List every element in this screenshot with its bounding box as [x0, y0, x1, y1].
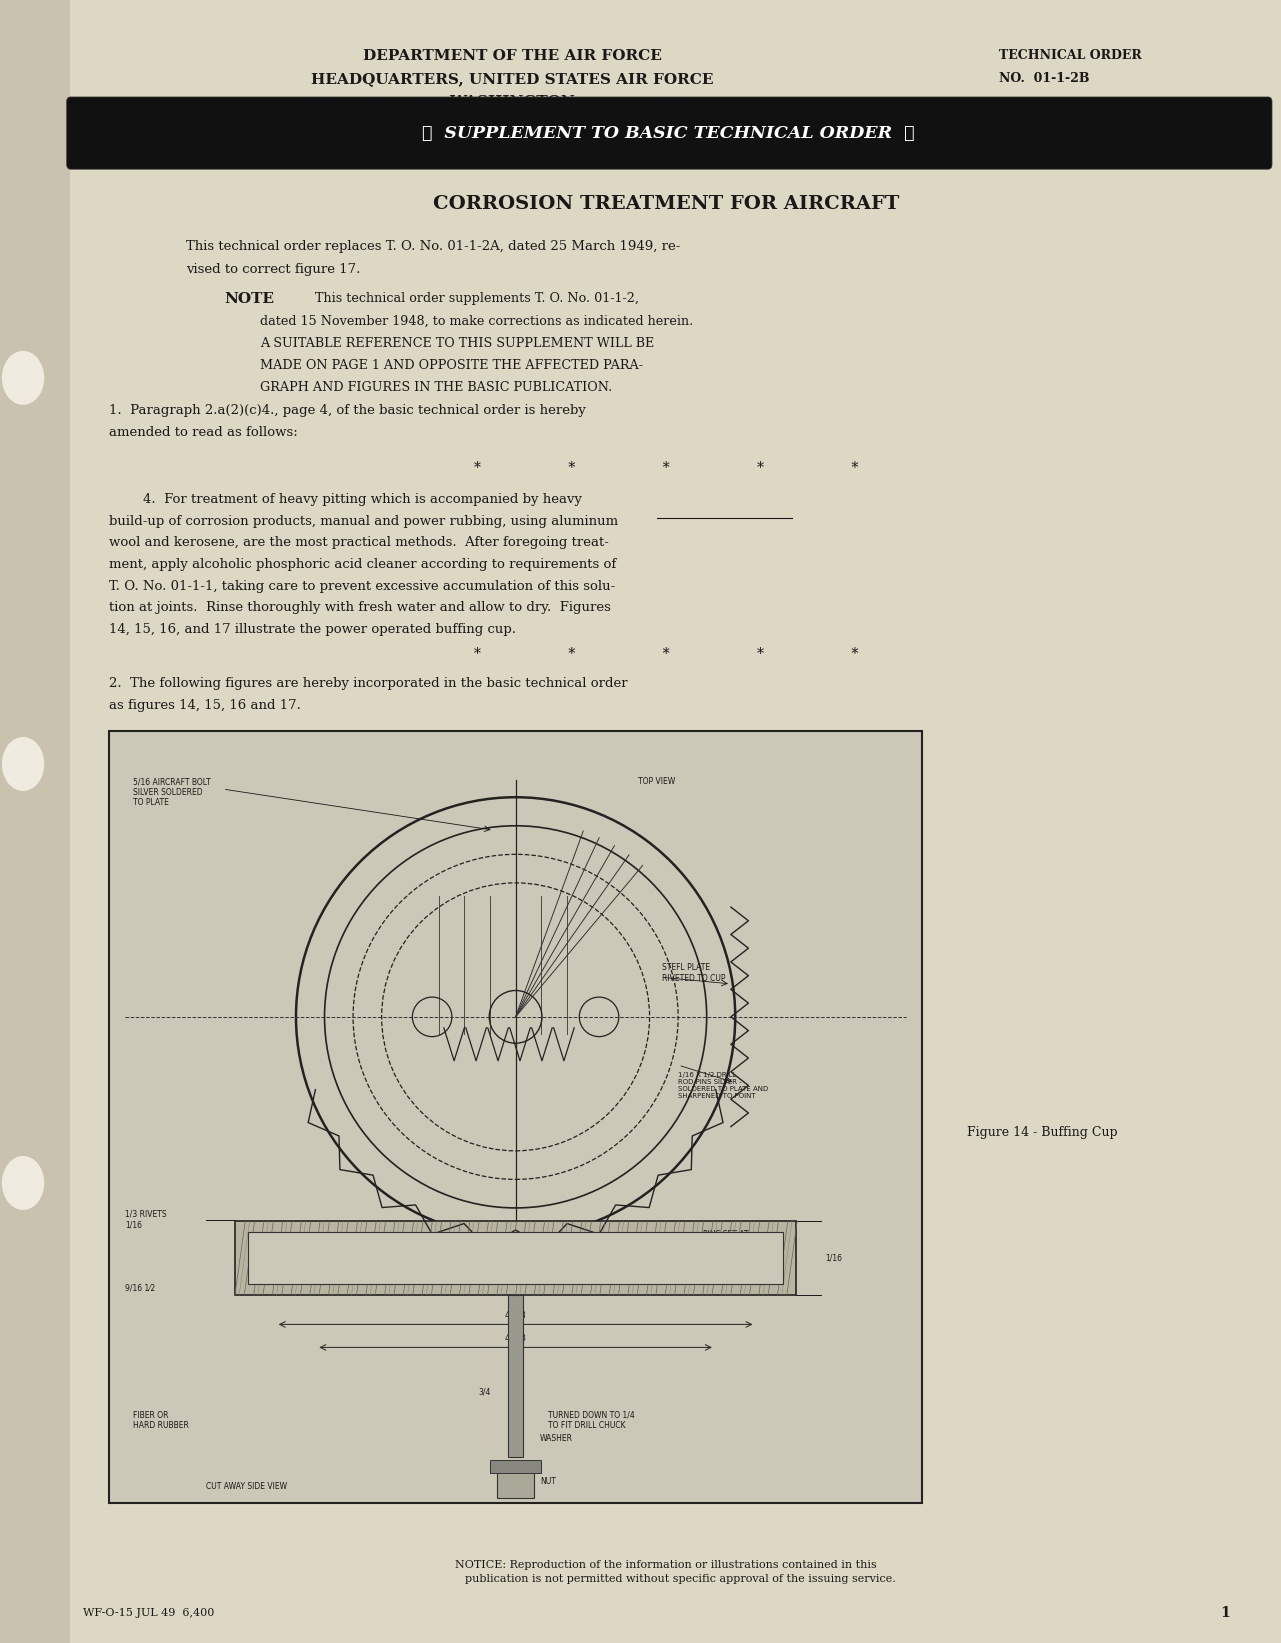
- Text: STEFL PLATE
RIVETED TO CUP: STEFL PLATE RIVETED TO CUP: [662, 963, 725, 983]
- Text: WASHINGTON: WASHINGTON: [450, 95, 575, 108]
- Bar: [247, 1232, 784, 1283]
- Text: TOP VIEW: TOP VIEW: [638, 777, 675, 787]
- Circle shape: [3, 738, 44, 790]
- Bar: [234, 1221, 797, 1295]
- Text: 14, 15, 16, and 17 illustrate the power operated buffing cup.: 14, 15, 16, and 17 illustrate the power …: [109, 623, 516, 636]
- Text: 2.  The following figures are hereby incorporated in the basic technical order: 2. The following figures are hereby inco…: [109, 677, 628, 690]
- Text: DEPARTMENT OF THE AIR FORCE: DEPARTMENT OF THE AIR FORCE: [363, 49, 662, 62]
- Text: 4.  For treatment of heavy pitting which is accompanied by heavy: 4. For treatment of heavy pitting which …: [109, 493, 582, 506]
- Text: 1/3 RIVETS: 1/3 RIVETS: [126, 1209, 167, 1217]
- FancyBboxPatch shape: [67, 97, 1272, 169]
- Circle shape: [3, 352, 44, 404]
- Text: CUT AWAY SIDE VIEW: CUT AWAY SIDE VIEW: [206, 1482, 288, 1490]
- Text: 5/16 AIRCRAFT BOLT
SILVER SOLDERED
TO PLATE: 5/16 AIRCRAFT BOLT SILVER SOLDERED TO PL…: [133, 777, 211, 807]
- Text: TURNED DOWN TO 1/4
TO FIT DRILL CHUCK: TURNED DOWN TO 1/4 TO FIT DRILL CHUCK: [548, 1411, 635, 1429]
- Text: 3/4: 3/4: [479, 1388, 491, 1397]
- Text: GRAPH AND FIGURES IN THE BASIC PUBLICATION.: GRAPH AND FIGURES IN THE BASIC PUBLICATI…: [260, 381, 612, 394]
- Bar: [497, 1466, 534, 1498]
- Text: WASHER: WASHER: [541, 1434, 573, 1444]
- Text: *                    *                    *                    *                : * * * *: [474, 647, 858, 660]
- Text: 1/16: 1/16: [126, 1221, 142, 1231]
- Text: *                    *                    *                    *                : * * * *: [474, 462, 858, 475]
- Text: NOTE: NOTE: [224, 292, 274, 307]
- Text: dated 15 November 1948, to make corrections as indicated herein.: dated 15 November 1948, to make correcti…: [260, 315, 693, 327]
- Text: This technical order supplements T. O. No. 01-1-2,: This technical order supplements T. O. N…: [311, 292, 639, 306]
- Text: 1.  Paragraph 2.a(2)(c)4., page 4, of the basic technical order is hereby: 1. Paragraph 2.a(2)(c)4., page 4, of the…: [109, 404, 585, 417]
- Text: HEADQUARTERS, UNITED STATES AIR FORCE: HEADQUARTERS, UNITED STATES AIR FORCE: [311, 72, 714, 85]
- Text: FIBER OR
HARD RUBBER: FIBER OR HARD RUBBER: [133, 1411, 190, 1429]
- Bar: [0, 0, 70, 1643]
- Text: T. O. No. 01-1-1, taking care to prevent excessive accumulation of this solu-: T. O. No. 01-1-1, taking care to prevent…: [109, 580, 615, 593]
- Circle shape: [3, 1157, 44, 1209]
- Bar: [109, 731, 922, 1503]
- Text: 9/16 1⁄2: 9/16 1⁄2: [126, 1283, 155, 1291]
- Text: 1/16 X 1/2 DRILL
ROD PINS SILVER -
SOLDERED TO PLATE AND
SHARPENED TO POINT: 1/16 X 1/2 DRILL ROD PINS SILVER - SOLDE…: [679, 1071, 769, 1099]
- Text: NUT: NUT: [541, 1477, 556, 1487]
- Text: wool and kerosene, are the most practical methods.  After foregoing treat-: wool and kerosene, are the most practica…: [109, 536, 608, 549]
- Text: vised to correct figure 17.: vised to correct figure 17.: [186, 263, 360, 276]
- Text: 1: 1: [1220, 1607, 1230, 1620]
- Text: amended to read as follows:: amended to read as follows:: [109, 426, 297, 439]
- Text: ★  SUPPLEMENT TO BASIC TECHNICAL ORDER  ★: ★ SUPPLEMENT TO BASIC TECHNICAL ORDER ★: [423, 125, 915, 141]
- Text: TECHNICAL ORDER: TECHNICAL ORDER: [999, 49, 1141, 62]
- Text: PINS SET AT
80° L: PINS SET AT 80° L: [703, 1229, 748, 1249]
- Text: as figures 14, 15, 16 and 17.: as figures 14, 15, 16 and 17.: [109, 700, 301, 711]
- Text: 20 July 1949: 20 July 1949: [999, 117, 1079, 130]
- Text: 4-5/8: 4-5/8: [505, 1311, 526, 1319]
- Text: ment, apply alcoholic phosphoric acid cleaner according to requirements of: ment, apply alcoholic phosphoric acid cl…: [109, 559, 616, 572]
- Text: CORROSION TREATMENT FOR AIRCRAFT: CORROSION TREATMENT FOR AIRCRAFT: [433, 196, 899, 212]
- Text: 4-3/8: 4-3/8: [505, 1334, 526, 1342]
- Text: NO.  01-1-2B: NO. 01-1-2B: [999, 72, 1090, 85]
- Text: 1/16: 1/16: [825, 1254, 842, 1263]
- Bar: [489, 1461, 542, 1474]
- Text: WF-O-15 JUL 49  6,400: WF-O-15 JUL 49 6,400: [83, 1608, 215, 1618]
- Bar: [509, 1295, 523, 1457]
- Text: tion at joints.  Rinse thoroughly with fresh water and allow to dry.  Figures: tion at joints. Rinse thoroughly with fr…: [109, 601, 611, 614]
- Text: build-up of corrosion products, manual and power rubbing, using aluminum: build-up of corrosion products, manual a…: [109, 514, 617, 527]
- Text: Figure 14 - Buffing Cup: Figure 14 - Buffing Cup: [967, 1125, 1118, 1139]
- Text: This technical order replaces T. O. No. 01-1-2A, dated 25 March 1949, re-: This technical order replaces T. O. No. …: [186, 240, 680, 253]
- Text: A SUITABLE REFERENCE TO THIS SUPPLEMENT WILL BE: A SUITABLE REFERENCE TO THIS SUPPLEMENT …: [260, 337, 655, 350]
- Text: NOTICE: Reproduction of the information or illustrations contained in this
     : NOTICE: Reproduction of the information …: [437, 1561, 895, 1584]
- Text: MADE ON PAGE 1 AND OPPOSITE THE AFFECTED PARA-: MADE ON PAGE 1 AND OPPOSITE THE AFFECTED…: [260, 360, 643, 371]
